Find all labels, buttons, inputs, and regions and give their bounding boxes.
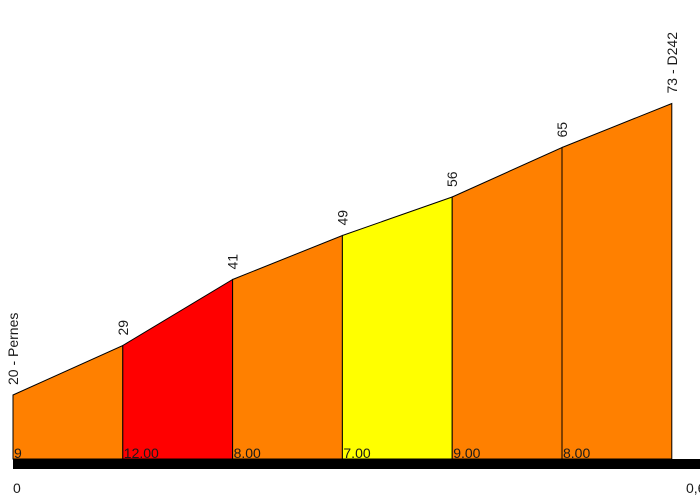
x-axis-label-start: 0 <box>13 480 21 496</box>
profile-segment-6 <box>561 102 673 460</box>
elevation-label-3: 41 <box>225 254 241 270</box>
elevation-label-4: 49 <box>334 210 350 226</box>
elevation-labels: 20 - Pernes 29 41 49 56 65 73 - D242 <box>5 32 680 385</box>
gradient-label-2: 12.00 <box>124 445 159 461</box>
elevation-label-1: 20 - Pernes <box>5 313 21 385</box>
elevation-label-6: 65 <box>554 122 570 138</box>
profile-segment-4 <box>341 196 453 460</box>
elevation-label-5: 56 <box>444 171 460 187</box>
x-axis-label-end: 0,60 <box>686 480 700 496</box>
baseline-bar <box>13 459 700 469</box>
gradient-label-5: 9.00 <box>453 445 480 461</box>
gradient-label-1: 9 <box>14 445 22 461</box>
profile-segment-5 <box>451 146 563 460</box>
gradient-label-4: 7.00 <box>343 445 370 461</box>
elevation-label-2: 29 <box>115 320 131 336</box>
profile-segments <box>12 102 673 460</box>
elevation-label-7: 73 - D242 <box>664 32 680 94</box>
gradient-label-3: 8.00 <box>234 445 261 461</box>
gradient-labels: 9 12.00 8.00 7.00 9.00 8.00 <box>14 445 590 461</box>
gradient-label-6: 8.00 <box>563 445 590 461</box>
